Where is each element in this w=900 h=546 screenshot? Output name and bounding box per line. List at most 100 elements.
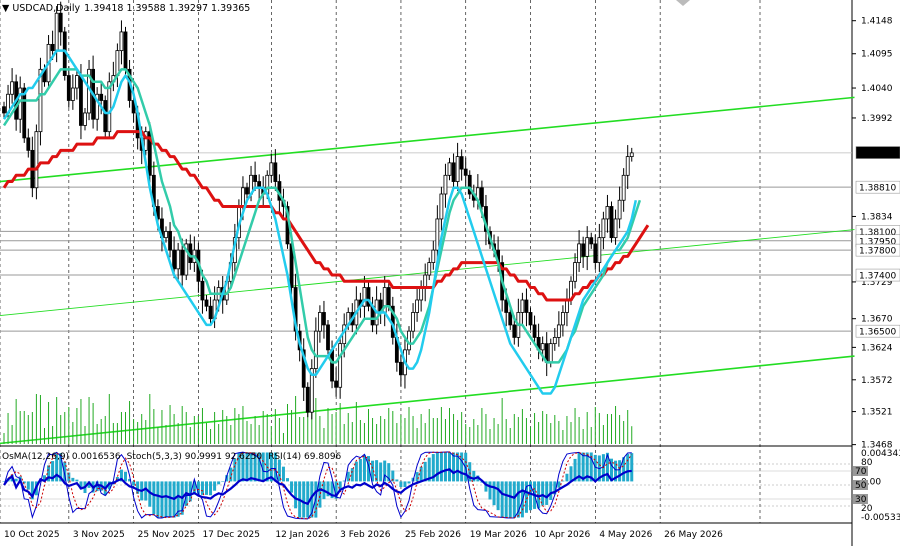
bullish-candle <box>577 243 581 263</box>
osma-bar <box>545 481 549 505</box>
channel-line <box>0 229 855 317</box>
level-price-box <box>855 243 900 257</box>
bullish-candle <box>119 31 124 52</box>
bullish-candle <box>617 199 622 220</box>
moving-average-line <box>2 68 642 364</box>
osma-bar <box>472 470 476 482</box>
osma-bar <box>43 475 46 482</box>
bearish-candle <box>532 324 537 338</box>
time-tick-label: 4 May 2026 <box>599 530 652 540</box>
osma-bar <box>124 471 127 482</box>
bullish-candle <box>629 152 634 158</box>
osma-bar <box>387 463 391 482</box>
bearish-candle <box>301 349 306 388</box>
osma-bar <box>581 452 585 482</box>
bearish-candle <box>508 312 513 326</box>
osma-bar <box>164 481 168 518</box>
bearish-candle <box>168 231 172 251</box>
osma-bar <box>14 478 18 482</box>
price-tick-label: 1.3834 <box>861 212 893 222</box>
osma-bar <box>419 466 423 482</box>
osma-bar <box>136 481 140 494</box>
bearish-candle <box>22 87 27 139</box>
osma-bar <box>38 481 42 482</box>
bearish-candle <box>609 206 614 239</box>
osma-bar <box>334 481 338 499</box>
bullish-candle <box>435 218 440 251</box>
osma-bar <box>354 461 358 482</box>
osma-bar <box>2 481 6 482</box>
level-price-label: 1.36500 <box>859 328 896 338</box>
osma-bar <box>188 481 192 502</box>
bearish-candle <box>593 243 598 263</box>
osma-bar <box>75 479 79 482</box>
bearish-candle <box>528 312 533 326</box>
osma-bar <box>362 454 366 482</box>
bullish-candle <box>423 274 428 288</box>
bullish-candle <box>313 330 318 369</box>
osma-bar <box>71 477 75 482</box>
dropdown-arrow-icon[interactable]: ▼ <box>2 3 12 14</box>
bearish-candle <box>524 299 529 313</box>
channel-line <box>0 96 855 183</box>
osma-bar <box>516 481 520 518</box>
bearish-candle <box>581 243 586 257</box>
osma-bar <box>51 461 55 482</box>
osma-bar <box>500 481 504 518</box>
osma-bar <box>407 481 411 484</box>
osma-bar <box>443 452 447 482</box>
osma-bar <box>241 452 245 482</box>
price-tick-label: 1.3468 <box>861 441 893 451</box>
time-tick-label: 10 Oct 2025 <box>4 530 60 540</box>
bearish-candle <box>330 349 334 382</box>
bearish-candle <box>326 324 330 351</box>
price-tick-label: 1.3729 <box>861 278 893 288</box>
bullish-candle <box>70 87 75 101</box>
bearish-candle <box>589 237 594 245</box>
scroll-marker-icon[interactable] <box>676 0 690 6</box>
bearish-candle <box>245 187 249 195</box>
bullish-candle <box>552 336 557 345</box>
time-tick-label: 3 Feb 2026 <box>340 530 391 540</box>
level-price-box <box>855 324 900 338</box>
osma-bar <box>557 481 561 488</box>
osma-bar <box>245 452 249 482</box>
bearish-candle <box>99 93 104 101</box>
osma-bar <box>257 452 261 482</box>
bearish-candle <box>2 106 6 114</box>
bearish-candle <box>451 162 456 182</box>
rsi-level-label-box <box>853 480 868 490</box>
osma-bar <box>460 452 464 482</box>
osma-bar <box>488 481 492 500</box>
osma-bar <box>302 481 306 518</box>
bullish-candle <box>621 174 626 201</box>
osma-bar <box>22 481 26 484</box>
bullish-candle <box>54 12 59 52</box>
osma-bar <box>30 481 34 500</box>
osma-bar <box>622 457 626 482</box>
bullish-candle <box>520 299 525 313</box>
osma-bar <box>338 481 342 491</box>
osma-bar <box>529 481 532 511</box>
osma-bar <box>626 453 630 482</box>
osma-bar <box>427 457 431 482</box>
osma-bar <box>610 458 613 482</box>
price-tick-label: 1.4148 <box>861 17 893 27</box>
osma-bar <box>577 452 581 482</box>
rsi-line <box>3 468 632 506</box>
level-price-box <box>855 268 900 282</box>
osma-bar <box>277 459 281 482</box>
rsi-level-label-box <box>853 466 868 476</box>
chart-grid <box>0 0 853 546</box>
osma-bar <box>128 478 132 482</box>
level-price-box <box>855 180 900 194</box>
osma-bar <box>423 461 427 482</box>
osma-bar <box>249 452 253 482</box>
osma-bar <box>614 460 618 482</box>
bullish-candle <box>164 231 168 239</box>
stoch-level-label: 80 <box>861 458 873 468</box>
bearish-candle <box>204 299 209 307</box>
osma-bar <box>233 458 237 482</box>
osma-bar <box>95 481 99 492</box>
